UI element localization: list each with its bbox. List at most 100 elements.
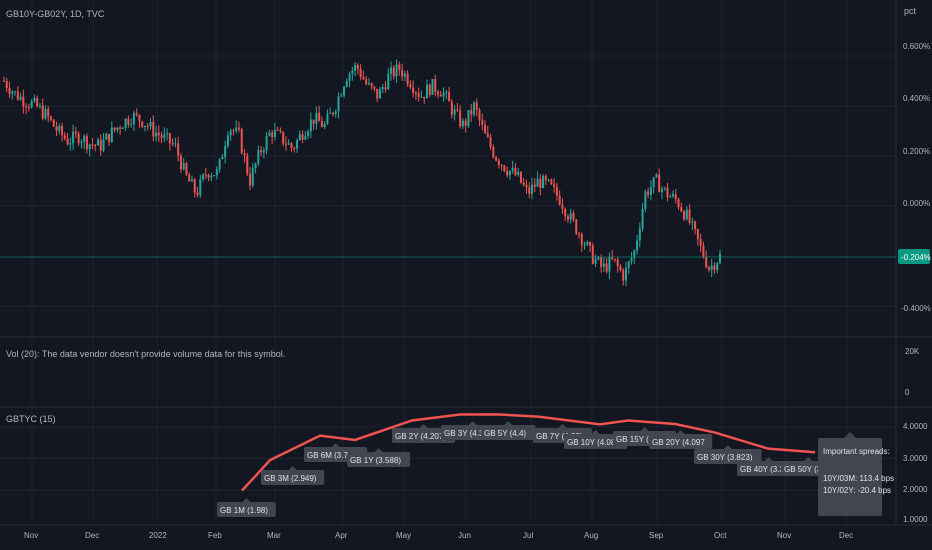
candle-body: [702, 245, 705, 257]
time-label: Jul: [523, 531, 533, 540]
candle-body: [160, 135, 163, 138]
candle-body: [572, 213, 575, 220]
time-label: Nov: [777, 531, 791, 540]
candle-body: [348, 73, 351, 82]
candle-body: [627, 261, 630, 268]
candle-body: [293, 148, 296, 150]
candle-body: [434, 79, 437, 92]
time-label: Jun: [458, 531, 471, 540]
time-label: Oct: [714, 531, 727, 540]
time-label: Aug: [584, 531, 598, 540]
candle-body: [420, 96, 423, 98]
yield-axis[interactable]: 4.0000 3.0000 2.0000 1.0000: [903, 422, 928, 524]
yield-curve: [241, 413, 816, 492]
maturity-label: GB 10Y (4.083: [564, 430, 628, 449]
candle-body: [110, 127, 113, 142]
candle-body: [450, 101, 453, 115]
maturity-label-text: GB 40Y (3.313: [740, 465, 793, 474]
candle-body: [442, 92, 445, 97]
maturity-label-text: GB 50Y (3.2: [784, 465, 828, 474]
candle-body: [166, 133, 169, 135]
candle-body: [265, 135, 268, 151]
candle-body: [359, 68, 362, 78]
candle-body: [58, 125, 61, 132]
candle-body: [296, 140, 299, 149]
maturity-label-text: GB 15Y (4.206: [616, 435, 669, 444]
candle-body: [417, 92, 420, 97]
yield-tick: 4.0000: [903, 422, 928, 431]
candle-body: [237, 127, 240, 130]
candle-body: [163, 134, 166, 138]
time-axis[interactable]: Nov Dec 2022 Feb Mar Apr May Jun Jul Aug Sep Oct Nov…: [24, 531, 853, 540]
price-axis[interactable]: 0.600% 0.400% 0.200% 0.000% -0.400%: [901, 42, 931, 313]
candle-body: [439, 94, 442, 97]
candle-body: [66, 138, 69, 145]
candle-body: [547, 179, 550, 181]
candle-body: [30, 101, 33, 108]
candle-body: [566, 216, 569, 220]
candle-body: [168, 133, 171, 144]
candle-body: [116, 127, 119, 131]
candle-body: [113, 127, 116, 131]
candle-body: [38, 105, 41, 107]
time-label: Apr: [335, 531, 348, 540]
candle-body: [340, 95, 343, 97]
candle-body: [395, 64, 398, 77]
candle-body: [8, 88, 11, 94]
candle-body: [464, 120, 467, 126]
yield-tick: 3.0000: [903, 454, 928, 463]
candle-body: [387, 73, 390, 90]
maturity-label: GB 3M (2.949): [261, 466, 325, 485]
candle-body: [262, 150, 265, 153]
candle-body: [428, 84, 431, 95]
candle-body: [232, 130, 235, 132]
candle-body: [625, 267, 628, 281]
candle-body: [307, 131, 310, 136]
maturity-label: GB 2Y (4.207): [392, 424, 456, 443]
candle-body: [74, 131, 77, 134]
time-label: Mar: [267, 531, 281, 540]
candle-body: [555, 186, 558, 196]
candle-body: [696, 229, 699, 240]
time-label: Feb: [208, 531, 222, 540]
candle-body: [105, 133, 108, 140]
candle-body: [390, 67, 393, 74]
symbol-label[interactable]: GB10Y-GB02Y, 1D, TVC: [6, 9, 105, 19]
candle-body: [486, 133, 489, 138]
candle-body: [185, 163, 188, 175]
candle-body: [467, 110, 470, 126]
candle-body: [149, 122, 152, 127]
candle-body: [202, 174, 205, 180]
candle-body: [381, 87, 384, 89]
candle-body: [354, 64, 357, 71]
candle-body: [119, 127, 122, 129]
candle-body: [461, 120, 464, 127]
candle-body: [260, 150, 263, 153]
candle-body: [644, 191, 647, 209]
candle-body: [146, 125, 149, 127]
candlestick-series[interactable]: [3, 59, 721, 287]
candle-body: [199, 179, 202, 196]
volume-tick: 20K: [905, 347, 920, 356]
candle-body: [672, 194, 675, 197]
candle-body: [83, 136, 86, 143]
candle-body: [249, 173, 252, 186]
candle-body: [475, 102, 478, 111]
yield-pane-title[interactable]: GBTYC (15): [6, 414, 56, 424]
candle-body: [401, 69, 404, 77]
candle-body: [130, 124, 133, 126]
candle-body: [290, 143, 293, 149]
candle-body: [707, 267, 710, 270]
candle-body: [16, 91, 19, 100]
candle-body: [55, 126, 58, 132]
candle-body: [613, 259, 616, 261]
candle-body: [138, 114, 141, 122]
candle-body: [94, 144, 97, 146]
spreads-title: Important spreads:: [823, 447, 890, 456]
unit-label: pct: [904, 6, 917, 16]
maturity-label: GB 5Y (4.4): [481, 421, 536, 440]
candle-body: [589, 242, 592, 246]
candle-body: [63, 135, 66, 139]
candle-body: [301, 134, 304, 140]
